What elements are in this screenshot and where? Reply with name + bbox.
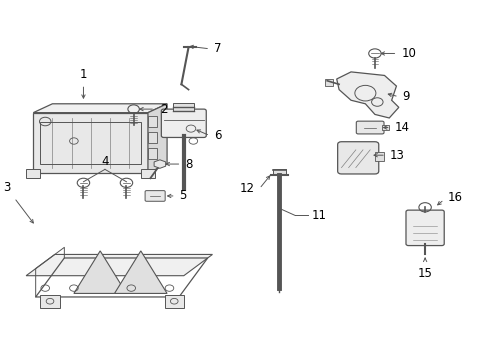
Text: 1: 1 <box>80 68 87 81</box>
FancyBboxPatch shape <box>161 109 206 138</box>
Text: 5: 5 <box>179 189 187 202</box>
Polygon shape <box>33 113 148 173</box>
Text: 7: 7 <box>214 42 221 55</box>
Bar <box>173 103 195 111</box>
Text: 4: 4 <box>101 154 109 168</box>
Polygon shape <box>115 251 167 293</box>
Polygon shape <box>26 169 41 178</box>
Text: 16: 16 <box>448 191 463 204</box>
Text: 15: 15 <box>417 267 433 280</box>
FancyBboxPatch shape <box>338 142 379 174</box>
Polygon shape <box>74 251 126 293</box>
Text: 9: 9 <box>403 90 410 103</box>
Polygon shape <box>33 104 167 113</box>
Bar <box>375 152 384 161</box>
Text: 14: 14 <box>394 121 410 134</box>
Text: 12: 12 <box>240 183 255 195</box>
Bar <box>325 79 333 86</box>
Text: 3: 3 <box>3 181 10 194</box>
Text: 11: 11 <box>311 209 326 222</box>
Text: 2: 2 <box>160 103 168 116</box>
Polygon shape <box>148 104 167 173</box>
Bar <box>41 295 60 307</box>
FancyBboxPatch shape <box>356 121 384 134</box>
Polygon shape <box>154 160 166 168</box>
FancyBboxPatch shape <box>406 210 444 246</box>
Bar <box>165 295 184 307</box>
Text: 13: 13 <box>390 149 405 162</box>
Bar <box>41 122 141 164</box>
Polygon shape <box>141 169 155 178</box>
Bar <box>148 116 157 127</box>
Text: 8: 8 <box>185 158 193 171</box>
Text: 6: 6 <box>214 129 221 142</box>
Polygon shape <box>337 72 399 118</box>
FancyBboxPatch shape <box>145 191 165 201</box>
Bar <box>382 125 389 130</box>
Text: 10: 10 <box>401 47 416 60</box>
Bar <box>273 169 286 175</box>
Polygon shape <box>26 255 213 276</box>
Bar <box>148 132 157 143</box>
Bar <box>148 148 157 159</box>
